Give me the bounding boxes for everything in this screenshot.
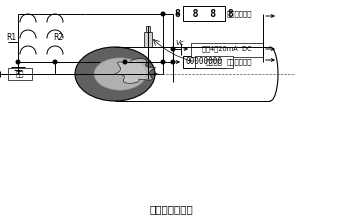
Ellipse shape bbox=[94, 58, 146, 90]
Text: 8  8  8  8: 8 8 8 8 bbox=[175, 9, 233, 19]
Text: 流体: 流体 bbox=[16, 71, 24, 77]
FancyBboxPatch shape bbox=[146, 26, 150, 32]
Text: 瞬时流量显示: 瞬时流量显示 bbox=[227, 11, 252, 17]
Circle shape bbox=[123, 60, 127, 64]
Polygon shape bbox=[115, 59, 156, 83]
FancyBboxPatch shape bbox=[144, 32, 152, 47]
Text: Vc: Vc bbox=[175, 40, 184, 46]
Text: 结构及工作原理: 结构及工作原理 bbox=[149, 204, 193, 214]
Circle shape bbox=[161, 60, 165, 64]
FancyBboxPatch shape bbox=[195, 56, 233, 68]
Text: 累积流量显示: 累积流量显示 bbox=[227, 59, 252, 65]
FancyBboxPatch shape bbox=[191, 43, 263, 57]
Circle shape bbox=[16, 60, 20, 64]
Circle shape bbox=[161, 12, 165, 16]
FancyBboxPatch shape bbox=[183, 56, 225, 68]
Text: 传感探头: 传感探头 bbox=[206, 59, 223, 65]
Text: 输出4～20mA  DC: 输出4～20mA DC bbox=[202, 46, 252, 52]
Text: R1: R1 bbox=[6, 34, 16, 42]
Text: 00000000: 00000000 bbox=[185, 57, 223, 67]
Ellipse shape bbox=[75, 47, 155, 101]
Circle shape bbox=[171, 60, 175, 64]
FancyBboxPatch shape bbox=[183, 6, 225, 22]
FancyBboxPatch shape bbox=[8, 68, 32, 80]
Text: R2: R2 bbox=[53, 34, 63, 42]
Circle shape bbox=[53, 60, 57, 64]
Circle shape bbox=[171, 47, 175, 51]
